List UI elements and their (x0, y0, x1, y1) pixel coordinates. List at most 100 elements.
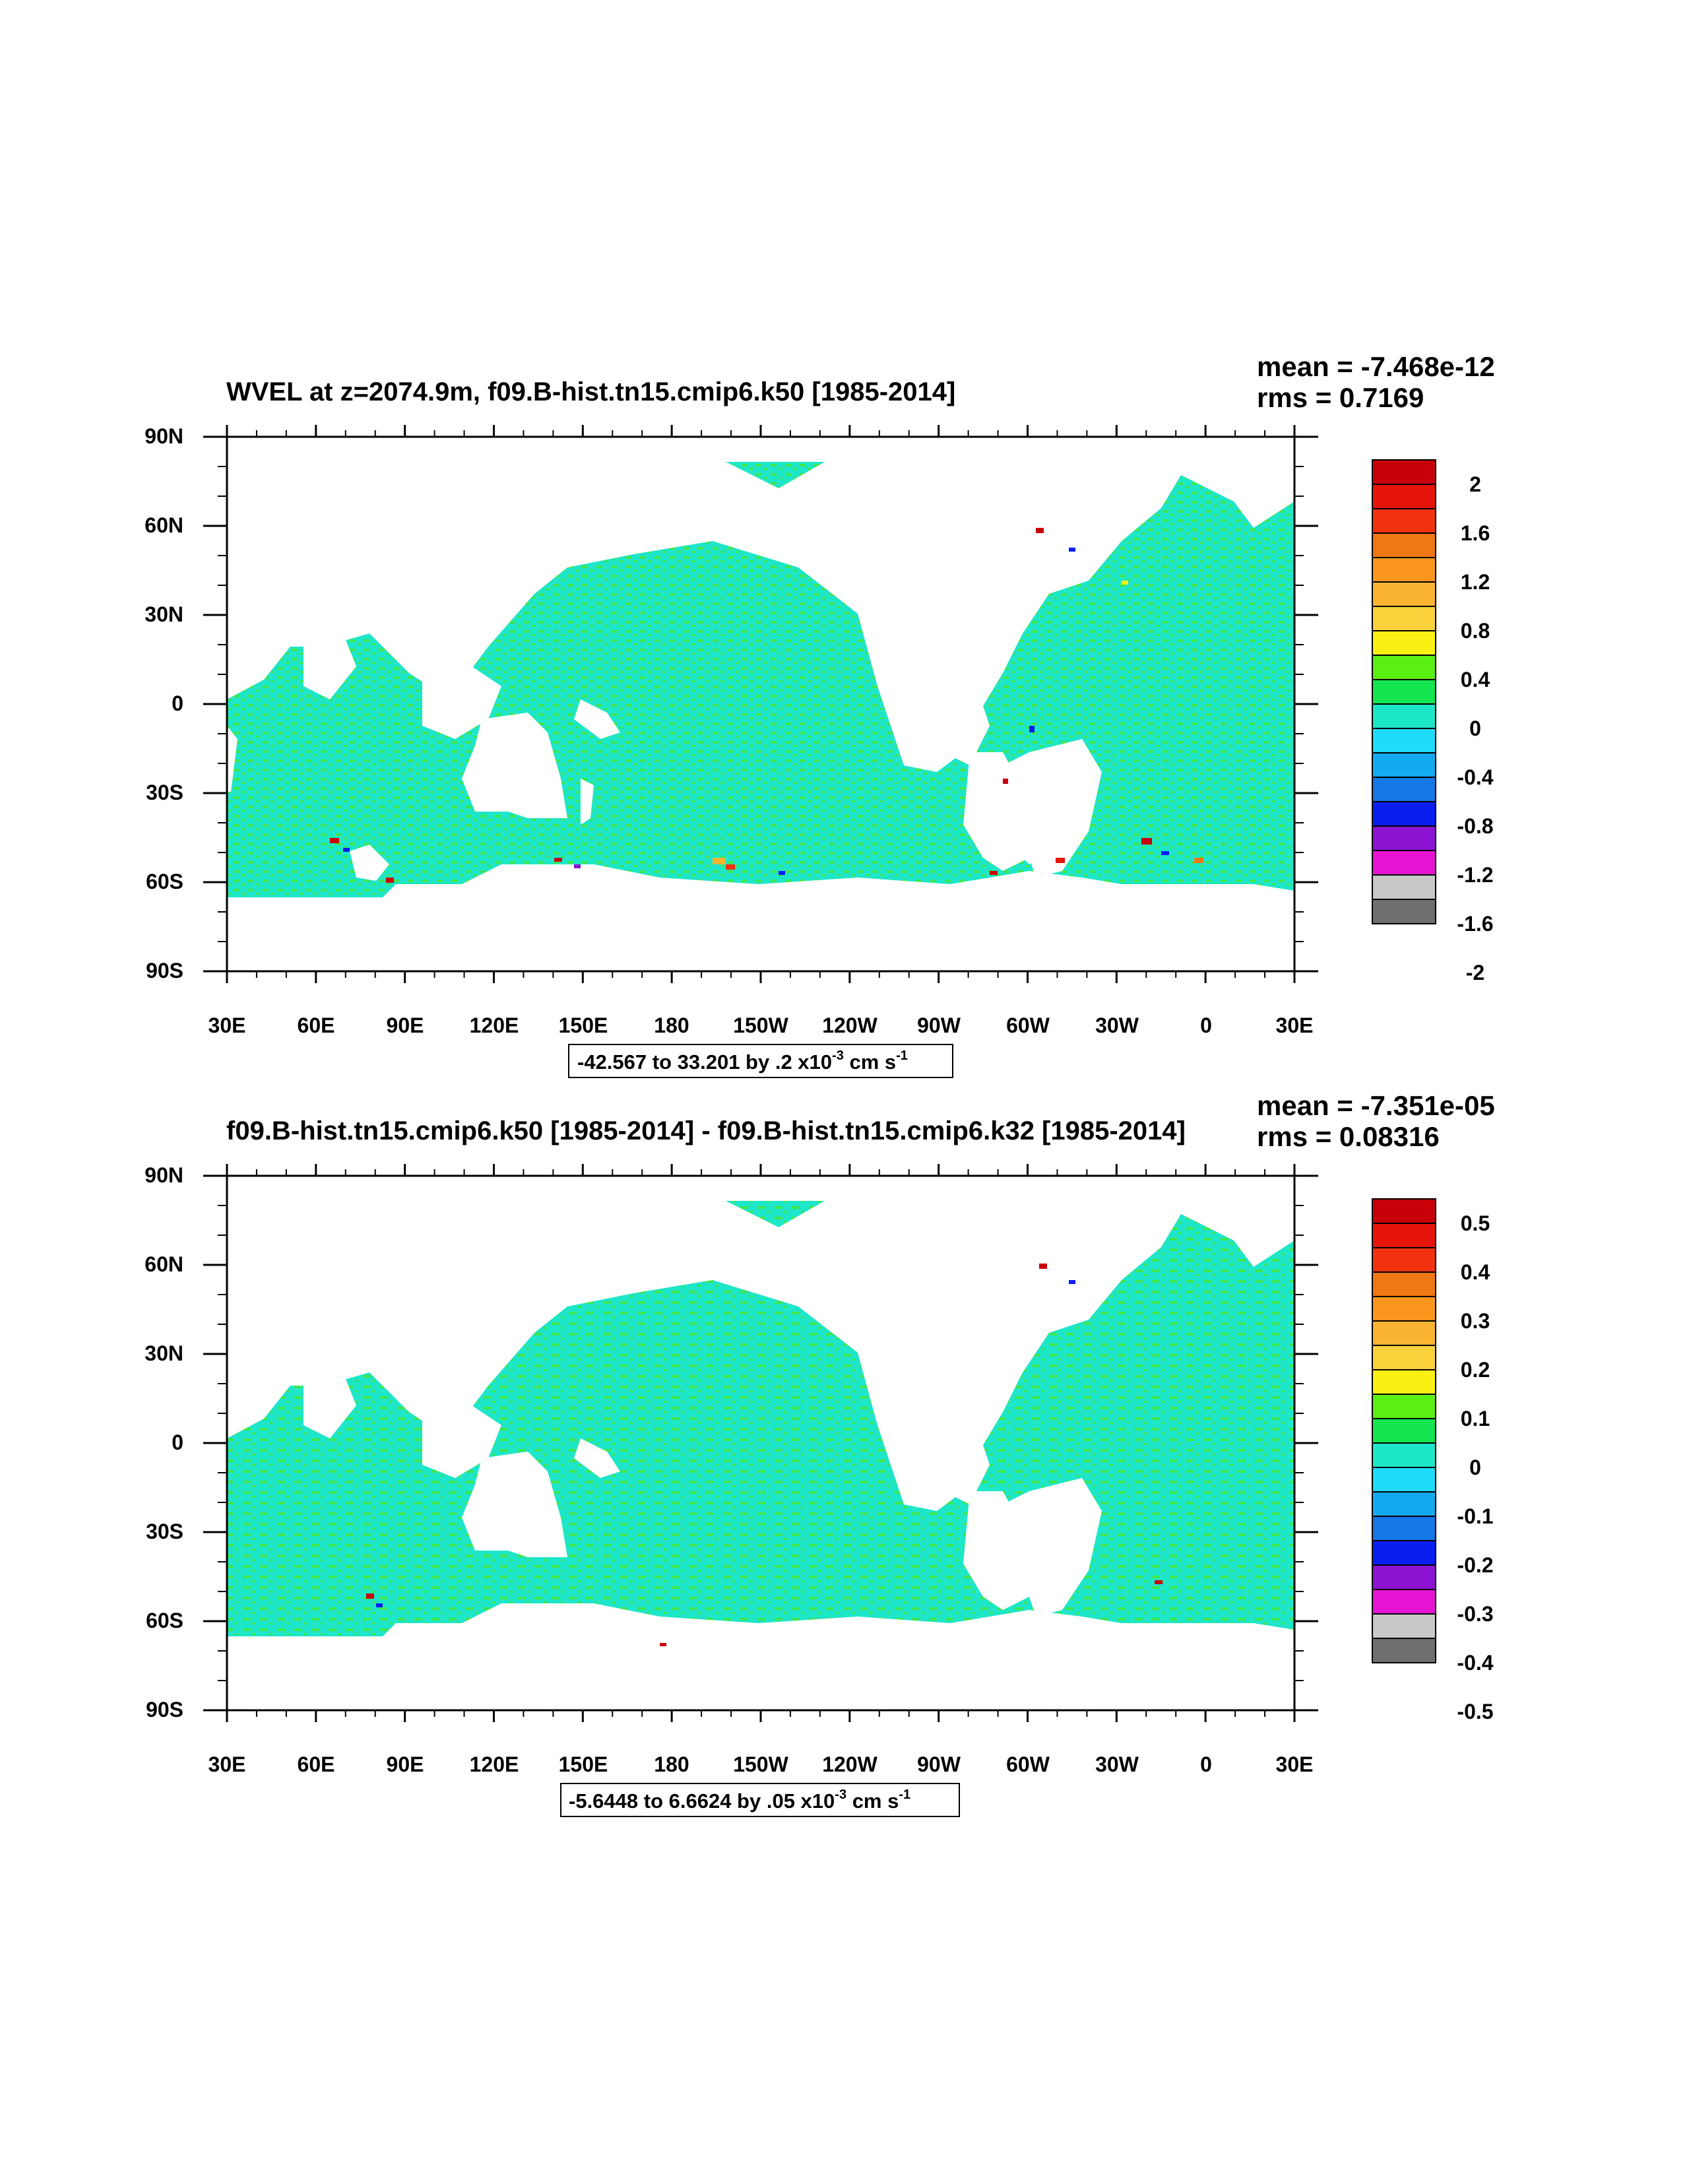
panel-2-lat-labels: 90N 60N 30N 0 30S 60S 90S (144, 1163, 183, 1721)
lat-label: 60N (144, 1252, 183, 1276)
lon-label: 90W (917, 1752, 961, 1776)
colorbar-swatch (1372, 1467, 1436, 1493)
lat-label: 90N (144, 1163, 183, 1187)
panel-1-colorbar: 2 1.6 1.2 0.8 0.4 0 -0.4 -0.8 -1.2 -1.6 -2 (1372, 459, 1494, 984)
colorbar-label: -0.2 (1457, 1553, 1493, 1577)
colorbar-swatch (1372, 1442, 1436, 1468)
panel-1-mean: mean = -7.468e-12 (1257, 351, 1495, 382)
axis-ticks (203, 425, 1318, 1722)
panel-1-title: WVEL at z=2074.9m, f09.B-hist.tn15.cmip6… (226, 377, 955, 406)
lon-label: 60E (298, 1013, 335, 1037)
panel-2-lon-labels: 30E 60E 90E 120E 150E 180 150W 120W 90W … (208, 1752, 1314, 1776)
colorbar-swatch (1372, 874, 1436, 900)
colorbar-swatch (1372, 1247, 1436, 1273)
colorbar-label: -0.5 (1457, 1700, 1493, 1723)
lon-label: 180 (654, 1013, 689, 1037)
colorbar-swatch (1372, 1198, 1436, 1224)
panel-1-info-unit-exp: -1 (896, 1048, 908, 1063)
panel-2-info-unit-exp: -1 (899, 1787, 910, 1802)
panel-2-mean: mean = -7.351e-05 (1257, 1090, 1495, 1121)
colorbar-label: -0.4 (1457, 1651, 1493, 1675)
lon-label: 90E (387, 1752, 424, 1776)
colorbar-swatch (1372, 1223, 1436, 1248)
lon-label: 120E (470, 1752, 519, 1776)
colorbar-label: -1.2 (1457, 863, 1493, 887)
lon-label: 30W (1095, 1013, 1139, 1037)
colorbar-swatch (1372, 825, 1436, 851)
colorbar-swatch (1372, 655, 1436, 680)
colorbar-label: -0.4 (1457, 765, 1493, 789)
panel-2-extremes (366, 1264, 1163, 1646)
panel-2-title: f09.B-hist.tn15.cmip6.k50 [1985-2014] - … (226, 1116, 1186, 1145)
panel-2-map (226, 1174, 1296, 1712)
svg-text:-42.567 to 33.201 by .2 x10-3: -42.567 to 33.201 by .2 x10-3 cm s-1 (577, 1048, 908, 1074)
lat-label: 30S (146, 1520, 183, 1543)
panel-1-info-box: -42.567 to 33.201 by .2 x10-3 cm s-1 (568, 1044, 953, 1078)
panel-2-info-box: -5.6448 to 6.6624 by .05 x10-3 cm s-1 (560, 1783, 960, 1817)
lon-label: 30W (1095, 1752, 1139, 1776)
panel-1-info-exp: -3 (832, 1048, 844, 1063)
colorbar-label: 0 (1469, 1456, 1481, 1479)
lon-label: 30E (208, 1752, 246, 1776)
panel-1-lon-labels: 30E 60E 90E 120E 150E 180 150W 120W 90W … (208, 1013, 1314, 1037)
lat-label: 90S (146, 1698, 183, 1721)
colorbar-label: 1.6 (1461, 521, 1490, 545)
colorbar-swatch (1372, 484, 1436, 509)
colorbar-swatch (1372, 899, 1436, 924)
lon-label: 60W (1006, 1013, 1050, 1037)
panel-2-colorbar: 0.5 0.4 0.3 0.2 0.1 0 -0.1 -0.2 -0.3 -0.4 -0.5 (1372, 1198, 1494, 1723)
lon-label: 0 (1200, 1752, 1212, 1776)
colorbar-swatch (1372, 1320, 1436, 1346)
colorbar-label: 0.2 (1461, 1358, 1490, 1382)
lat-label: 30S (146, 781, 183, 804)
lon-label: 0 (1200, 1013, 1212, 1037)
colorbar-swatch (1372, 630, 1436, 656)
colorbar-swatch (1372, 581, 1436, 607)
lon-label: 150E (559, 1013, 608, 1037)
colorbar-swatch (1372, 606, 1436, 631)
lon-label: 120E (470, 1013, 519, 1037)
lat-label: 0 (172, 1430, 183, 1454)
colorbar-swatch (1372, 557, 1436, 583)
panel-1-map (226, 435, 1296, 973)
colorbar-swatch (1372, 1418, 1436, 1444)
colorbar-label: 0.8 (1461, 619, 1490, 643)
lon-label: 120W (822, 1752, 877, 1776)
colorbar-label: -0.3 (1457, 1602, 1493, 1626)
lat-label: 30N (144, 1341, 183, 1365)
colorbar-swatch (1372, 1613, 1436, 1639)
colorbar-label: -1.6 (1457, 912, 1493, 936)
colorbar-swatch (1372, 728, 1436, 754)
lon-label: 180 (654, 1752, 689, 1776)
colorbar-swatch (1372, 1564, 1436, 1590)
lat-label: 30N (144, 602, 183, 626)
panel-1-rms: rms = 0.7169 (1257, 382, 1424, 413)
lon-label: 90W (917, 1013, 961, 1037)
colorbar-swatch (1372, 801, 1436, 827)
colorbar-swatch (1372, 752, 1436, 778)
colorbar-swatch (1372, 1516, 1436, 1541)
lon-label: 120W (822, 1013, 877, 1037)
panel-1: WVEL at z=2074.9m, f09.B-hist.tn15.cmip6… (144, 351, 1495, 1078)
colorbar-swatch (1372, 1540, 1436, 1566)
lon-label: 30E (208, 1013, 246, 1037)
colorbar-swatch (1372, 1369, 1436, 1395)
lat-label: 0 (172, 691, 183, 715)
colorbar-label: 2 (1469, 472, 1481, 496)
panel-1-info-unit: cm s (844, 1050, 896, 1074)
lat-label: 90S (146, 959, 183, 982)
colorbar-swatch (1372, 1296, 1436, 1322)
colorbar-swatch (1372, 1491, 1436, 1517)
colorbar-label: 0.4 (1461, 668, 1490, 691)
panel-2: f09.B-hist.tn15.cmip6.k50 [1985-2014] - … (144, 1090, 1495, 1817)
colorbar-swatch (1372, 1271, 1436, 1297)
panel-2-info-main: -5.6448 to 6.6624 by .05 x10 (569, 1789, 835, 1813)
colorbar-swatch (1372, 459, 1436, 485)
lat-label: 90N (144, 424, 183, 448)
colorbar-label: 1.2 (1461, 570, 1490, 594)
panel-2-info-unit: cm s (846, 1789, 899, 1813)
colorbar-swatch (1372, 532, 1436, 558)
svg-text:-5.6448 to 6.6624 by .05 x10-3: -5.6448 to 6.6624 by .05 x10-3 cm s-1 (569, 1787, 910, 1813)
colorbar-swatch (1372, 703, 1436, 729)
